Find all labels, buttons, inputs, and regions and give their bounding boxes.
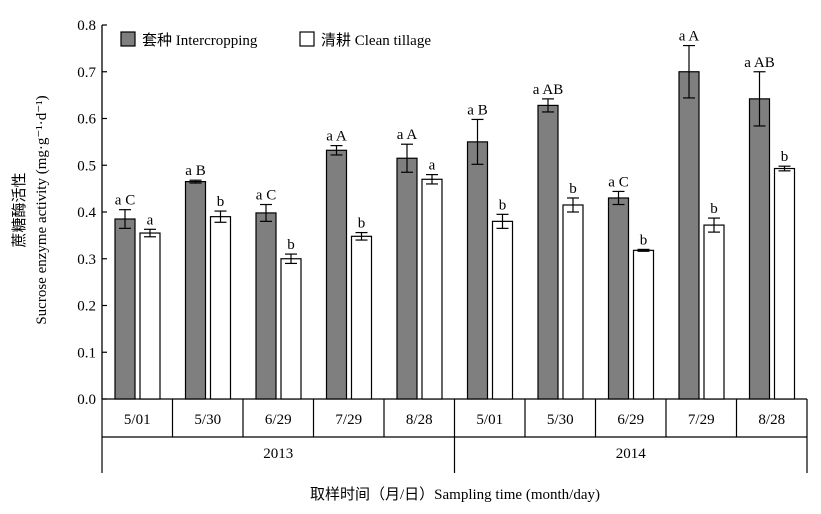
- y-tick-label: 0.5: [77, 158, 96, 174]
- bar-intercropping: [466, 141, 489, 400]
- significance-label: a A: [326, 129, 347, 145]
- year-label: 2013: [263, 446, 293, 462]
- significance-label: b: [781, 149, 789, 165]
- category-label: 8/28: [758, 412, 785, 428]
- category-label: 6/29: [617, 412, 644, 428]
- significance-label: a C: [608, 174, 628, 190]
- significance-label: a: [147, 212, 154, 228]
- significance-label: a C: [256, 188, 276, 204]
- bar-clean-tillage: [350, 235, 373, 400]
- significance-label: a A: [397, 127, 418, 143]
- category-label: 7/29: [688, 412, 715, 428]
- bar-intercropping: [537, 104, 559, 400]
- bar-intercropping: [748, 98, 771, 400]
- y-tick-label: 0.1: [77, 345, 96, 361]
- legend-swatch: [299, 31, 315, 47]
- significance-label: b: [569, 181, 577, 197]
- significance-label: a B: [467, 102, 487, 118]
- legend-label: 清耕 Clean tillage: [321, 31, 431, 49]
- significance-label: b: [710, 201, 718, 217]
- category-label: 5/01: [124, 412, 151, 428]
- category-label: 7/29: [335, 412, 362, 428]
- significance-label: a: [429, 158, 436, 174]
- legend-label: 套种 Intercropping: [142, 32, 258, 49]
- significance-label: a A: [679, 29, 700, 45]
- significance-label: a C: [115, 193, 135, 209]
- significance-label: a B: [185, 163, 205, 179]
- category-label: 6/29: [265, 412, 292, 428]
- bar-intercropping: [325, 149, 348, 400]
- bar-clean-tillage: [562, 204, 584, 400]
- category-label: 8/28: [406, 412, 433, 428]
- significance-label: b: [640, 232, 648, 248]
- category-label: 5/30: [194, 412, 221, 428]
- bar-intercropping: [114, 218, 136, 400]
- bar-clean-tillage: [491, 220, 514, 400]
- legend-swatch: [120, 31, 136, 47]
- bar-clean-tillage: [773, 167, 796, 400]
- bar-clean-tillage: [139, 232, 161, 400]
- bar-clean-tillage: [632, 249, 655, 400]
- bar-intercropping: [396, 157, 418, 400]
- y-tick-label: 0.2: [77, 299, 96, 315]
- y-tick-label: 0.3: [77, 252, 96, 268]
- y-tick-label: 0.0: [77, 392, 96, 408]
- category-label: 5/30: [547, 412, 574, 428]
- bar-clean-tillage: [421, 178, 443, 400]
- y-tick-label: 0.8: [77, 18, 96, 34]
- y-tick-label: 0.4: [77, 205, 96, 221]
- y-axis-label-en: Sucrose enzyme activity (mg·g⁻¹·d⁻¹): [34, 95, 50, 324]
- category-label: 5/01: [476, 412, 503, 428]
- year-label: 2014: [616, 446, 647, 462]
- significance-label: b: [217, 194, 225, 210]
- significance-label: a AB: [533, 82, 563, 98]
- bar-intercropping: [678, 71, 700, 400]
- significance-label: a AB: [744, 55, 774, 71]
- bar-intercropping: [255, 212, 277, 400]
- y-axis-label-cn: 蔗糖酶活性: [11, 172, 28, 247]
- significance-label: b: [358, 216, 366, 232]
- bar-clean-tillage: [703, 224, 725, 400]
- bar-intercropping: [607, 197, 630, 400]
- y-tick-label: 0.7: [77, 65, 96, 81]
- bar-intercropping: [184, 181, 207, 400]
- x-axis-label: 取样时间（月/日）Sampling time (month/day): [310, 486, 600, 503]
- y-tick-label: 0.6: [77, 112, 96, 128]
- bar-clean-tillage: [280, 258, 302, 400]
- bar-clean-tillage: [209, 216, 232, 400]
- significance-label: b: [287, 237, 295, 253]
- significance-label: b: [499, 197, 507, 213]
